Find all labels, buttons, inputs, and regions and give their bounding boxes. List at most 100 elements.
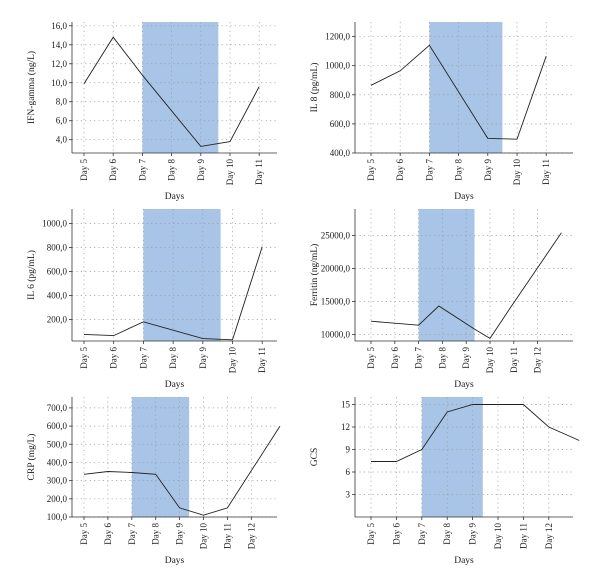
x-tick-label: Day 10 <box>493 523 503 550</box>
shaded-interval <box>429 22 503 153</box>
x-tick-label: Day 5 <box>366 523 376 545</box>
x-tick-label: Day 10 <box>485 347 495 374</box>
x-tick-label: Day 9 <box>175 523 185 545</box>
y-tick-label: 1000,0 <box>42 218 67 228</box>
x-tick-label: Day 5 <box>366 347 376 369</box>
x-tick-label: Day 8 <box>151 523 161 545</box>
y-tick-label: 12,0 <box>51 59 67 69</box>
y-tick-label: 800,0 <box>330 90 351 100</box>
y-tick-label: 14,0 <box>51 40 67 50</box>
x-tick-label: Day 8 <box>168 347 178 369</box>
x-tick-label: Day 8 <box>167 159 177 181</box>
y-tick-label: 1200,0 <box>325 32 350 42</box>
y-axis-title: GCS <box>310 448 320 466</box>
y-tick-label: 6 <box>346 467 351 477</box>
y-tick-label: 10,0 <box>51 78 67 88</box>
x-axis-title: Days <box>165 380 185 390</box>
x-tick-label: Day 6 <box>108 159 118 181</box>
shaded-interval <box>418 209 475 341</box>
y-tick-label: 500,0 <box>47 439 68 449</box>
y-tick-label: 700,0 <box>47 403 68 413</box>
data-line <box>370 44 547 140</box>
y-tick-label: 10000,0 <box>321 329 351 339</box>
x-axis-title: Days <box>165 192 185 202</box>
x-tick-label: Day 6 <box>391 523 401 545</box>
shaded-interval <box>142 22 219 153</box>
x-tick-label: Day 5 <box>79 159 89 181</box>
x-tick-label: Day 5 <box>79 523 89 545</box>
y-tick-label: 600,0 <box>47 421 68 431</box>
x-tick-label: Day 8 <box>437 347 447 369</box>
x-tick-label: Day 9 <box>461 347 471 369</box>
chart-panel-1: 4,0 6,0 8,0 10,0 12,0 14,0 16,0 Day 5 Day 6 Day 7… <box>26 21 277 202</box>
x-axis-title: Days <box>454 556 474 566</box>
y-tick-label: 20000,0 <box>321 263 351 273</box>
y-tick-label: 6,0 <box>56 116 68 126</box>
x-axis-title: Days <box>165 556 185 566</box>
y-axis-title: Ferritin (ng/mL) <box>309 244 320 307</box>
x-tick-label: Day 12 <box>246 523 256 549</box>
x-tick-label: Day 12 <box>544 523 554 549</box>
data-line <box>83 36 260 147</box>
x-tick-label: Day 11 <box>509 347 519 373</box>
x-tick-label: Day 8 <box>442 523 452 545</box>
y-tick-label: 25000,0 <box>321 230 351 240</box>
y-tick-label: 16,0 <box>51 21 67 31</box>
data-line <box>370 232 562 340</box>
data-line <box>371 404 580 462</box>
y-axis-title: IL 8 (pg/mL) <box>309 63 320 113</box>
chart-panel-6: 3 6 9 12 15 Day 5 Day 6 Day 7 Day 8 Day 9 Day 10 Da… <box>310 397 580 566</box>
shaded-interval <box>143 209 221 341</box>
y-tick-label: 800,0 <box>47 242 68 252</box>
x-tick-label: Day 7 <box>417 523 427 545</box>
x-tick-label: Day 7 <box>127 523 137 545</box>
y-tick-label: 600,0 <box>330 119 351 129</box>
x-tick-label: Day 11 <box>541 159 551 185</box>
x-tick-label: Day 9 <box>483 159 493 181</box>
x-tick-label: Day 9 <box>196 159 206 181</box>
y-tick-label: 12 <box>341 422 350 432</box>
x-tick-label: Day 10 <box>225 159 235 186</box>
x-tick-label: Day 11 <box>222 523 232 549</box>
x-tick-label: Day 7 <box>414 347 424 369</box>
x-tick-label: Day 6 <box>103 523 113 545</box>
x-tick-label: Day 7 <box>424 159 434 181</box>
chart-panel-4: 10000,0 15000,0 20000,0 25000,0 Day 5 Day 6 Da… <box>309 209 573 390</box>
chart-panel-2: 400,0 600,0 800,0 1000,0 1200,0 Day 5 Day 6 Day… <box>309 22 573 202</box>
y-tick-label: 8,0 <box>56 97 68 107</box>
x-tick-label: Day 6 <box>390 347 400 369</box>
x-axis-title: Days <box>454 380 474 390</box>
x-tick-label: Day 12 <box>533 347 543 373</box>
y-tick-label: 100,0 <box>47 512 68 522</box>
y-tick-label: 600,0 <box>47 266 68 276</box>
x-tick-label: Day 9 <box>468 523 478 545</box>
y-tick-label: 400,0 <box>330 148 351 158</box>
y-tick-label: 300,0 <box>47 476 68 486</box>
x-tick-label: Day 10 <box>199 523 209 550</box>
shaded-interval <box>421 397 483 517</box>
x-tick-label: Day 11 <box>254 159 264 185</box>
x-tick-label: Day 6 <box>109 347 119 369</box>
y-axis-title: CRP (mg/L) <box>26 434 37 481</box>
y-axis-title: IL 6 (pg/mL) <box>26 250 37 300</box>
chart-panel-3: 200,0 400,0 600,0 800,0 1000,0 Day 5 Day 6 Day … <box>26 209 277 390</box>
x-tick-label: Day 10 <box>512 159 522 186</box>
x-tick-label: Day 7 <box>138 347 148 369</box>
x-tick-label: Day 6 <box>395 159 405 181</box>
y-tick-label: 4,0 <box>56 135 68 145</box>
y-tick-label: 3 <box>346 490 351 500</box>
y-axis-title: IFN-gamma (ng/L) <box>26 51 37 124</box>
data-line <box>83 246 263 341</box>
chart-panel-5: 100,0 200,0 300,0 400,0 500,0 600,0 700,0 Day 5… <box>26 397 281 566</box>
x-tick-label: Day 9 <box>198 347 208 369</box>
y-tick-label: 15 <box>341 400 351 410</box>
shaded-interval <box>131 397 190 517</box>
x-tick-label: Day 5 <box>366 159 376 181</box>
y-tick-label: 200,0 <box>47 494 68 504</box>
y-tick-label: 9 <box>346 445 351 455</box>
x-tick-label: Day 10 <box>228 347 238 374</box>
x-tick-label: Day 7 <box>137 159 147 181</box>
y-tick-label: 1000,0 <box>325 61 350 71</box>
x-tick-label: Day 5 <box>79 347 89 369</box>
